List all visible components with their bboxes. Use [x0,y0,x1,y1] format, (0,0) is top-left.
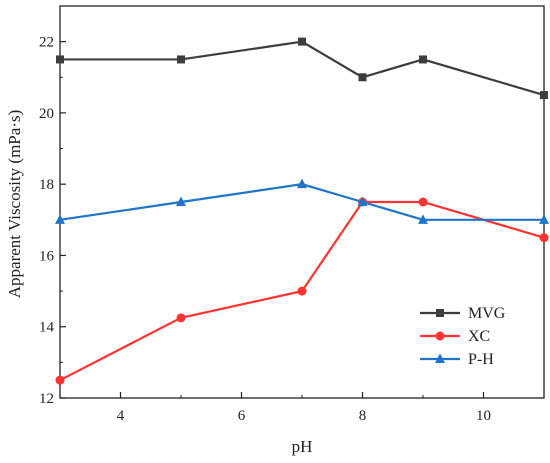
x-axis-title: pH [292,437,313,456]
y-tick-label: 18 [39,177,54,193]
data-point-mvg [56,55,64,64]
series-mvg [56,37,548,100]
series-xc [55,197,549,385]
y-axis-title: Apparent Viscosity (mPa·s) [5,110,24,298]
y-axis-ticks: 12 14 16 18 20 22 [39,35,66,407]
data-point-mvg [358,73,367,82]
data-point-p-h [176,196,186,206]
legend-item-p-h: P-H [420,351,494,368]
legend-marker [435,331,445,341]
x-tick-label: 6 [238,408,246,424]
data-point-xc [176,313,186,323]
series-line-p-h [59,183,544,221]
x-tick-label: 8 [359,408,367,424]
y-tick-label: 12 [39,391,54,407]
data-point-p-h [55,214,65,224]
x-tick-label: 4 [117,408,125,424]
data-point-p-h [418,214,428,224]
data-point-mvg [419,55,427,64]
legend: MVG XC P-H [420,305,506,368]
data-point-xc [297,286,307,296]
data-point-mvg [177,55,185,64]
series-line-xc [59,200,545,382]
series-layer [55,37,549,385]
legend-marker [436,309,444,317]
data-point-p-h [297,178,307,189]
legend-item-xc: XC [420,328,490,345]
y-tick-label: 16 [39,248,55,264]
x-axis-ticks: 4 6 8 10 [59,392,545,424]
legend-item-mvg: MVG [420,305,506,322]
legend-label-p-h: P-H [468,351,494,368]
series-line-mvg [60,40,545,97]
data-point-mvg [298,37,306,46]
data-point-xc [55,375,65,385]
x-tick-label: 10 [476,408,491,424]
data-point-p-h [539,214,549,224]
data-point-p-h [357,196,368,206]
y-tick-label: 14 [39,320,55,336]
data-point-xc [418,197,428,207]
series-p-h [55,178,549,224]
legend-label-xc: XC [468,328,490,345]
y-tick-label: 20 [39,106,54,122]
y-tick-label: 22 [39,35,54,51]
legend-marker [435,353,445,363]
data-point-mvg [540,91,548,100]
data-point-xc [539,233,549,243]
legend-label-mvg: MVG [468,305,506,322]
